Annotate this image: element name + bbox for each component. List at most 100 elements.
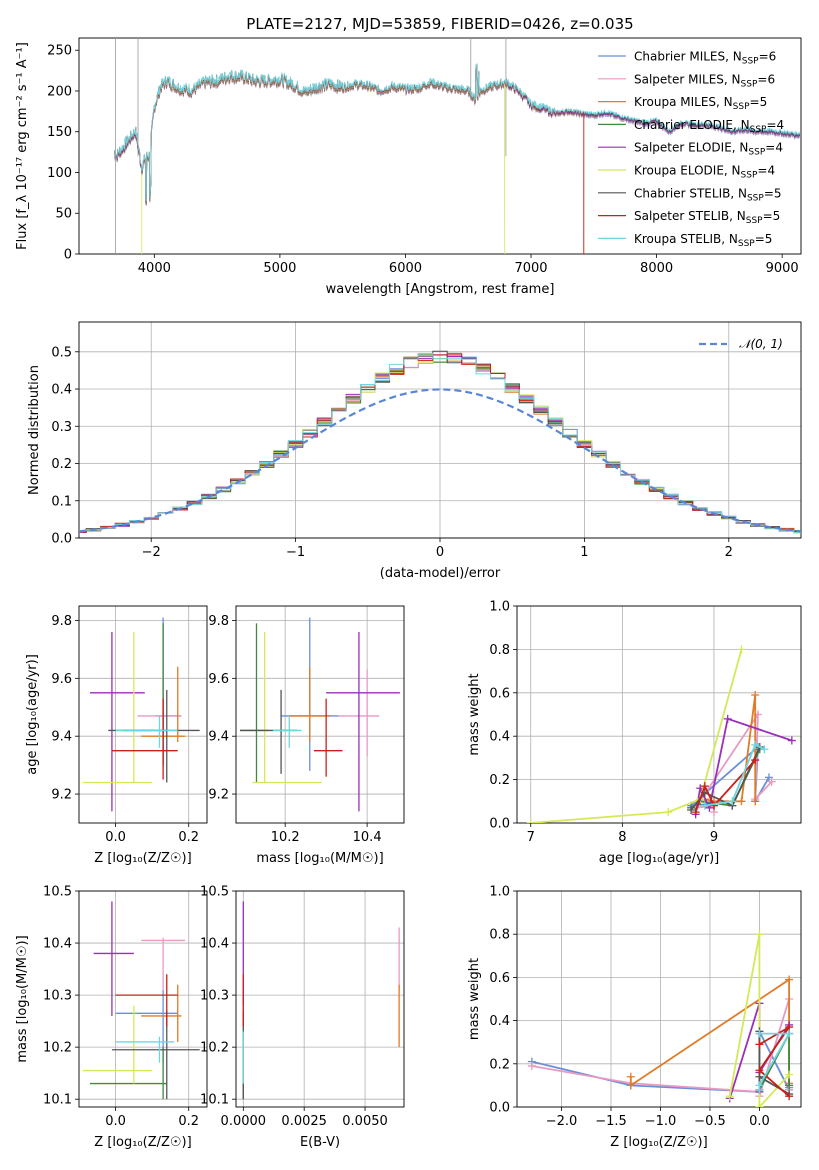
y-tick-label: 0.8 (489, 928, 510, 943)
spectrum-line (141, 64, 506, 254)
spectrum-frame (78, 37, 802, 255)
x-axis-label: age [log₁₀(age/yr)] (599, 851, 720, 866)
age-vs-mass-axes: 10.2 10.4 9.2 9.4 9.6 9.8 mass [log₁₀(M/M☉)] (208, 605, 405, 866)
x-tick-label: 10.2 (271, 830, 300, 845)
y-tick-label: 10.1 (200, 1093, 229, 1108)
mass-weight-line (690, 746, 761, 811)
x-tick-label: 8000 (640, 261, 673, 276)
y-tick-label: 0.6 (489, 971, 510, 986)
data-point-kroupa-miles (141, 984, 182, 1042)
data-point-salpeter-elodie (93, 901, 134, 1016)
age-vs-Z-axes: 0.0 0.2 9.2 9.4 9.6 9.8 Z [log₁₀(Z/Z☉)] age [lo… (25, 605, 208, 866)
y-tick-label: 150 (47, 125, 72, 140)
mass-weight-marker (723, 714, 732, 723)
data-point-kroupa-elodie (82, 1005, 153, 1084)
x-axis-label: Z [log₁₀(Z/Z☉)] (94, 1135, 191, 1150)
mass-weight-marker (785, 975, 794, 984)
x-tick-label: 0 (436, 545, 444, 560)
mass-weight-line (530, 649, 743, 823)
x-tick-label: 6000 (389, 261, 422, 276)
x-tick-label: −1.0 (645, 1114, 677, 1129)
y-tick-label: 9.2 (208, 788, 229, 803)
mass-weight-marker (787, 736, 796, 745)
x-tick-label: 7000 (514, 261, 547, 276)
mass-weight-marker (785, 1092, 794, 1101)
mass-weight-marker (751, 740, 760, 749)
mass-weight-marker (785, 1081, 794, 1090)
mass-weight-marker (691, 808, 700, 817)
y-tick-label: 10.2 (43, 1041, 72, 1056)
y-tick-label: 0.6 (489, 686, 510, 701)
y-tick-label: 0.4 (51, 383, 72, 398)
data-point-kroupa-stelib (115, 1036, 175, 1063)
x-tick-label: 0.0 (105, 830, 126, 845)
mass-weight-line (758, 1026, 790, 1097)
massweight-vs-Z-frame (516, 890, 802, 1108)
data-point-salpeter-elodie (326, 632, 400, 812)
mass-weight-marker (755, 930, 764, 939)
data-point-chabrier-miles (115, 989, 178, 1063)
data-point-chabrier-elodie (89, 1047, 167, 1100)
y-tick-label: 200 (47, 84, 72, 99)
age-vs-Z-frame (78, 605, 208, 824)
x-tick-label: 5000 (263, 261, 296, 276)
data-point-salpeter-stelib (313, 698, 343, 777)
y-tick-label: 0.4 (489, 1014, 510, 1029)
x-tick-label: −2 (142, 545, 161, 560)
legend-entry: Salpeter MILES, NSSP=6 (634, 72, 775, 89)
data-point-chabrier-stelib (111, 1010, 200, 1100)
y-tick-label: 0.0 (489, 817, 510, 832)
spectrum-line (114, 63, 801, 203)
y-tick-label: 0.2 (489, 773, 510, 788)
mass-weight-marker (737, 645, 746, 654)
mass-weight-marker (760, 745, 769, 754)
data-point-salpeter-miles (141, 937, 186, 990)
y-tick-label: 0.0 (51, 532, 72, 547)
mass-weight-marker (767, 777, 776, 786)
y-axis-label: Flux [f_λ 10⁻¹⁷ erg cm⁻² s⁻¹ A⁻¹] (15, 42, 30, 250)
x-tick-label: −2.0 (546, 1114, 578, 1129)
y-axis-label: Normed distribution (27, 365, 42, 495)
y-tick-label: 10.5 (43, 885, 72, 900)
y-tick-label: 9.2 (51, 788, 72, 803)
x-tick-label: 0.2 (178, 830, 199, 845)
y-axis-label: age [log₁₀(age/yr)] (25, 654, 40, 775)
x-tick-label: 9 (710, 830, 718, 845)
residuals-axes: −2 −1 0 1 2 0.0 0.1 0.2 0.3 0.4 0.5 (data-model)/er… (27, 321, 802, 581)
normal-curve (79, 388, 801, 533)
y-tick-label: 50 (55, 207, 72, 222)
y-axis-label: mass weight (467, 958, 482, 1040)
spectrum-line (114, 63, 585, 254)
y-tick-label: 250 (47, 44, 72, 59)
x-tick-label: −0.5 (694, 1114, 726, 1129)
mass-weight-marker (664, 808, 673, 817)
x-tick-label: 7 (527, 830, 535, 845)
y-tick-label: 10.3 (200, 989, 229, 1004)
mass-weight-marker (755, 1085, 764, 1094)
x-tick-label: 8 (618, 830, 626, 845)
mass-vs-Z-axes: 0.0 0.2 10.1 10.2 10.3 10.4 10.5 Z [log₁₀(Z/Z☉)… (15, 885, 208, 1150)
data-point-kroupa-elodie (252, 632, 323, 784)
mass-weight-marker (700, 801, 709, 810)
mass-weight-marker (755, 1103, 764, 1107)
figure-title: PLATE=2127, MJD=53859, FIBERID=0426, z=0… (246, 15, 633, 33)
y-tick-label: 0.0 (489, 1101, 510, 1116)
y-axis-label: mass weight (467, 673, 482, 755)
mass-weight-marker (751, 797, 760, 806)
y-tick-label: 0.3 (51, 420, 72, 435)
x-axis-label: wavelength [Angstrom, rest frame] (326, 282, 555, 297)
x-tick-label: 10.4 (353, 830, 382, 845)
x-axis-label: Z [log₁₀(Z/Z☉)] (610, 1135, 707, 1150)
y-tick-label: 1.0 (489, 600, 510, 615)
y-tick-label: 100 (47, 166, 72, 181)
mass-weight-marker (755, 1066, 764, 1075)
data-point-salpeter-stelib (115, 974, 178, 1027)
mass-weight-marker (764, 773, 773, 782)
mass-weight-marker (737, 797, 746, 806)
data-point-kroupa-miles (289, 666, 331, 742)
y-tick-label: 10.1 (43, 1093, 72, 1108)
legend-entry: Kroupa STELIB, NSSP=5 (634, 232, 772, 249)
mass-vs-Z-frame (78, 890, 208, 1108)
y-tick-label: 10.2 (200, 1041, 229, 1056)
